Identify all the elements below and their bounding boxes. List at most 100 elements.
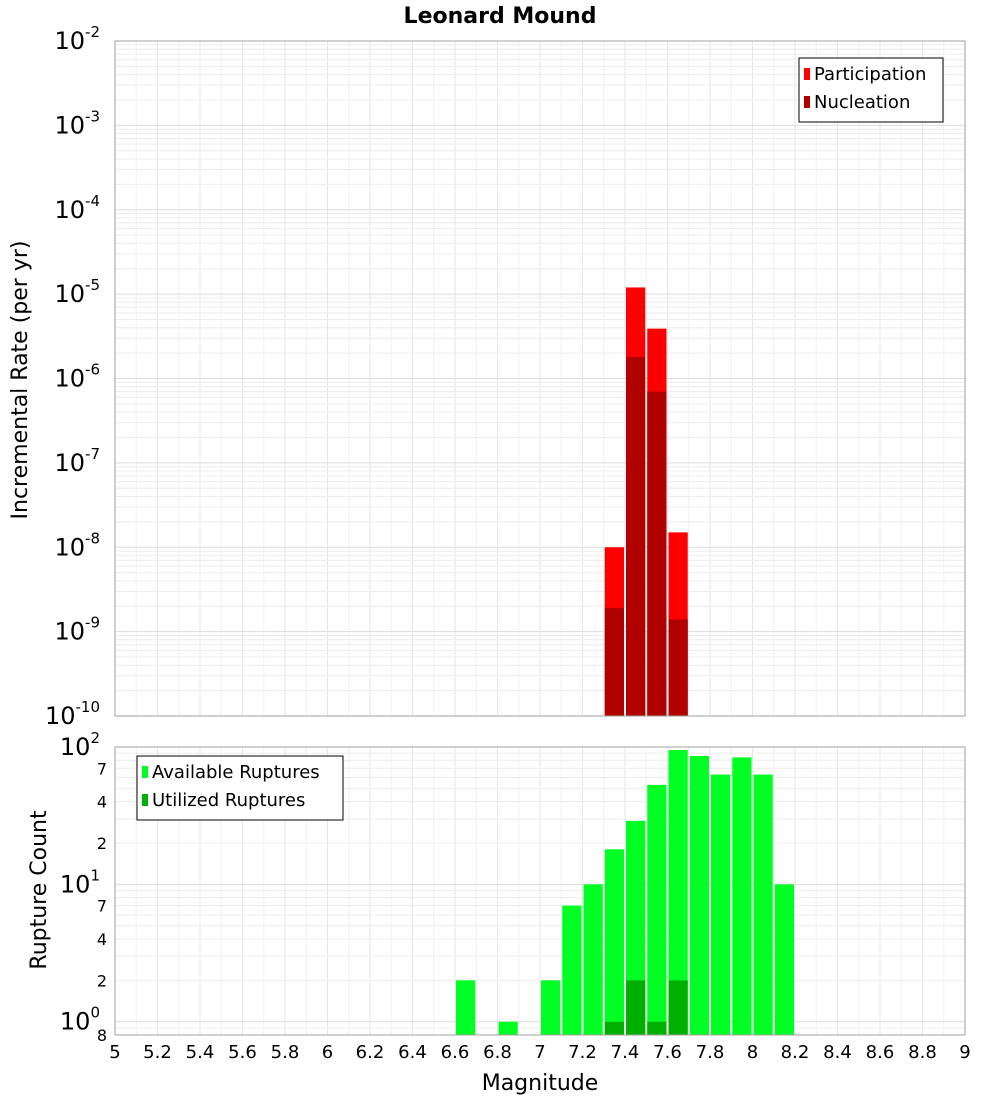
y-tick-label: 10-3	[54, 107, 100, 139]
x-tick-label: 7.6	[653, 1042, 682, 1063]
bar-available-ruptures	[604, 849, 624, 1035]
bar-available-ruptures	[732, 757, 752, 1035]
legend-swatch	[142, 766, 148, 778]
y-minor-tick-label: 2	[97, 971, 107, 990]
x-tick-label: 8.6	[866, 1042, 895, 1063]
y-tick-label: 10-2	[54, 23, 100, 55]
y-tick-base: 10	[54, 365, 85, 393]
x-tick-label: 7.4	[611, 1042, 640, 1063]
legend-swatch	[804, 96, 810, 108]
bar-available-ruptures	[774, 884, 794, 1035]
x-tick-label: 6.6	[441, 1042, 470, 1063]
legend-swatch	[142, 794, 148, 806]
y-tick-exp: 0	[90, 1004, 100, 1022]
legend-swatch	[804, 68, 810, 80]
y-tick-label: 10-10	[45, 698, 100, 730]
x-tick-label: 8.4	[823, 1042, 852, 1063]
y-tick-exp: 1	[90, 866, 100, 884]
legend-box	[136, 755, 344, 821]
x-tick-label: 8.8	[908, 1042, 937, 1063]
bar-utilized-ruptures	[668, 980, 688, 1035]
y-minor-tick-label: 8	[97, 1026, 107, 1045]
chart-title: Leonard Mound	[404, 4, 597, 29]
bar-nucleation	[604, 608, 624, 716]
x-tick-label: 9	[959, 1042, 970, 1063]
x-tick-label: 6.8	[483, 1042, 512, 1063]
y-tick-exp: -5	[85, 276, 100, 294]
x-tick-label: 6.2	[356, 1042, 385, 1063]
x-tick-label: 5	[109, 1042, 120, 1063]
y-tick-base: 10	[54, 533, 85, 561]
bar-available-ruptures	[562, 905, 582, 1035]
y-tick-label: 10-4	[54, 192, 100, 224]
y-tick-exp: -9	[85, 614, 100, 632]
y-tick-exp: -7	[85, 445, 100, 463]
x-tick-label: 8.2	[781, 1042, 810, 1063]
x-tick-label: 7	[534, 1042, 545, 1063]
y-tick-exp: -4	[85, 192, 100, 210]
x-tick-label: 5.8	[271, 1042, 300, 1063]
y-tick-base: 10	[45, 702, 76, 730]
y-tick-base: 10	[54, 449, 85, 477]
bar-available-ruptures	[647, 784, 667, 1035]
y-minor-tick-label: 2	[97, 834, 107, 853]
y-tick-label: 102	[60, 729, 100, 761]
top-y-axis-title: Incremental Rate (per yr)	[8, 241, 33, 520]
y-tick-base: 10	[54, 111, 85, 139]
y-tick-exp: -6	[85, 361, 100, 379]
bar-available-ruptures	[668, 750, 688, 1035]
y-tick-exp: -10	[76, 698, 101, 716]
bar-utilized-ruptures	[626, 980, 646, 1035]
x-tick-label: 5.4	[186, 1042, 215, 1063]
x-tick-label: 7.8	[696, 1042, 725, 1063]
y-minor-tick-label: 4	[97, 930, 107, 949]
plot-frame	[114, 40, 966, 717]
y-minor-tick-label: 7	[97, 897, 107, 916]
bar-nucleation	[668, 619, 688, 716]
bar-available-ruptures	[583, 884, 603, 1035]
top-panel: 10-210-310-410-510-610-710-810-910-10Par…	[45, 23, 966, 730]
bar-available-ruptures	[541, 980, 561, 1035]
y-tick-label: 101	[60, 866, 100, 898]
bar-nucleation	[626, 356, 646, 716]
y-tick-exp: -2	[85, 23, 100, 41]
y-tick-base: 10	[60, 733, 91, 761]
y-tick-label: 100	[60, 1004, 100, 1036]
y-tick-label: 10-6	[54, 361, 100, 393]
bar-available-ruptures	[498, 1021, 518, 1035]
bar-available-ruptures	[689, 755, 709, 1035]
legend-label: Utilized Ruptures	[152, 790, 305, 811]
y-minor-tick-label: 4	[97, 793, 107, 812]
y-tick-label: 10-8	[54, 529, 100, 561]
y-tick-label: 10-9	[54, 614, 100, 646]
x-tick-label: 6	[322, 1042, 333, 1063]
bar-available-ruptures	[753, 774, 773, 1035]
y-tick-exp: -8	[85, 529, 100, 547]
y-tick-label: 10-7	[54, 445, 100, 477]
bar-nucleation	[647, 391, 667, 716]
plot-frame	[114, 746, 966, 1036]
x-axis-title: Magnitude	[482, 1071, 599, 1096]
x-tick-label: 7.2	[568, 1042, 597, 1063]
legend-label: Nucleation	[814, 92, 910, 113]
y-tick-exp: 2	[90, 729, 100, 747]
y-tick-base: 10	[54, 27, 85, 55]
y-tick-base: 10	[54, 618, 85, 646]
y-tick-base: 10	[54, 280, 85, 308]
x-tick-label: 8	[747, 1042, 758, 1063]
y-minor-tick-label: 7	[97, 759, 107, 778]
bar-available-ruptures	[456, 980, 476, 1035]
legend-box	[798, 57, 944, 123]
y-tick-exp: -3	[85, 107, 100, 125]
x-tick-label: 5.6	[228, 1042, 257, 1063]
y-tick-base: 10	[60, 870, 91, 898]
legend-label: Participation	[814, 64, 926, 85]
x-tick-label: 6.4	[398, 1042, 427, 1063]
y-tick-base: 10	[60, 1008, 91, 1036]
bar-utilized-ruptures	[604, 1021, 624, 1035]
y-tick-label: 10-5	[54, 276, 100, 308]
bar-available-ruptures	[711, 774, 731, 1035]
